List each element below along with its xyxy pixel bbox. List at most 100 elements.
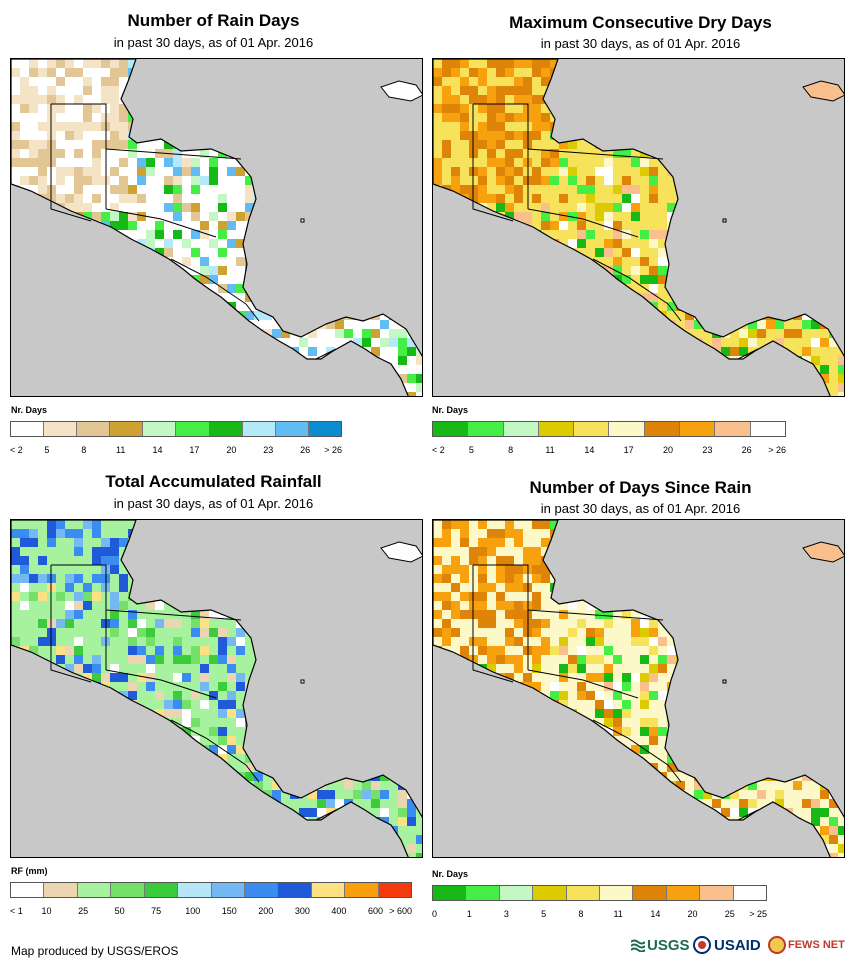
grid-cell xyxy=(209,727,218,736)
grid-cell xyxy=(640,347,649,356)
map-days-since-rain[interactable] xyxy=(432,519,845,858)
usaid-logo[interactable]: USAID xyxy=(693,931,761,959)
grid-cell xyxy=(182,799,191,808)
grid-cell xyxy=(622,167,631,176)
grid-cell xyxy=(532,392,541,396)
grid-cell xyxy=(586,601,595,610)
grid-cell xyxy=(505,257,514,266)
grid-cell xyxy=(442,95,451,104)
grid-cell xyxy=(514,113,523,122)
grid-cell xyxy=(146,835,155,844)
usgs-logo[interactable]: USGS xyxy=(631,931,690,959)
grid-cell xyxy=(65,826,74,835)
grid-cell xyxy=(604,149,613,158)
map-rain-days[interactable] xyxy=(10,58,423,397)
grid-cell xyxy=(398,601,407,610)
grid-cell xyxy=(407,347,416,356)
grid-cell xyxy=(317,601,326,610)
grid-cell xyxy=(784,203,793,212)
fews-logo[interactable]: FEWS NET xyxy=(768,931,845,959)
grid-cell xyxy=(775,113,784,122)
grid-cell xyxy=(74,194,83,203)
grid-cell xyxy=(317,158,326,167)
legend-swatch xyxy=(715,422,751,436)
coastline xyxy=(11,59,422,396)
grid-cell xyxy=(110,212,119,221)
grid-cell xyxy=(703,392,712,396)
grid-cell xyxy=(74,176,83,185)
map-dry-days[interactable] xyxy=(432,58,845,397)
grid-cell xyxy=(820,338,829,347)
legend-swatch xyxy=(209,422,243,436)
grid-cell xyxy=(676,817,685,826)
grid-cell xyxy=(146,718,155,727)
grid-cell xyxy=(685,736,694,745)
grid-cell xyxy=(308,763,317,772)
grid-cell xyxy=(784,383,793,392)
grid-cell xyxy=(460,338,469,347)
grid-cell xyxy=(272,853,281,857)
grid-cell xyxy=(110,320,119,329)
grid-cell xyxy=(353,538,362,547)
grid-cell xyxy=(20,826,29,835)
legend-tick-label: 8 xyxy=(81,445,87,455)
grid-cell xyxy=(694,529,703,538)
grid-cell xyxy=(766,356,775,365)
grid-cell xyxy=(128,745,137,754)
grid-cell xyxy=(739,194,748,203)
grid-cell xyxy=(74,122,83,131)
grid-cell xyxy=(227,835,236,844)
grid-cell xyxy=(317,149,326,158)
grid-cell xyxy=(353,302,362,311)
grid-cell xyxy=(344,383,353,392)
grid-cell xyxy=(353,221,362,230)
grid-cell xyxy=(272,122,281,131)
grid-cell xyxy=(335,374,344,383)
grid-cell xyxy=(146,176,155,185)
grid-cell xyxy=(254,104,263,113)
grid-cell xyxy=(272,736,281,745)
grid-cell xyxy=(784,574,793,583)
grid-cell xyxy=(595,583,604,592)
grid-cell xyxy=(739,835,748,844)
grid-cell xyxy=(254,293,263,302)
grid-cell xyxy=(20,248,29,257)
legend-swatch xyxy=(680,422,716,436)
grid-cell xyxy=(236,77,245,86)
map-rainfall[interactable] xyxy=(10,519,423,858)
grid-cell xyxy=(568,772,577,781)
grid-cell xyxy=(478,275,487,284)
grid-cell xyxy=(173,230,182,239)
grid-cell xyxy=(380,212,389,221)
grid-cell xyxy=(523,781,532,790)
grid-cell xyxy=(110,538,119,547)
grid-cell xyxy=(469,556,478,565)
grid-cell xyxy=(317,673,326,682)
grid-cell xyxy=(712,556,721,565)
grid-cell xyxy=(128,853,137,857)
grid-cell xyxy=(757,583,766,592)
grid-cell xyxy=(380,338,389,347)
grid-cell xyxy=(272,203,281,212)
grid-cell xyxy=(65,646,74,655)
grid-cell xyxy=(245,574,254,583)
grid-cell xyxy=(20,763,29,772)
grid-cell xyxy=(685,628,694,637)
legend-ticks: < 2 5 8 11 14 17 20 23 26 > 26 xyxy=(432,445,786,457)
grid-cell xyxy=(281,610,290,619)
grid-cell xyxy=(92,365,101,374)
grid-cell xyxy=(92,700,101,709)
grid-cell xyxy=(371,140,380,149)
grid-cell xyxy=(416,203,422,212)
legend-swatch xyxy=(11,883,45,897)
grid-cell xyxy=(182,853,191,857)
grid-cell xyxy=(694,365,703,374)
grid-cell xyxy=(793,826,802,835)
grid-cell xyxy=(568,329,577,338)
grid-cell xyxy=(622,529,631,538)
grid-cell xyxy=(676,167,685,176)
grid-cell xyxy=(20,664,29,673)
grid-cell xyxy=(398,221,407,230)
grid-cell xyxy=(496,158,505,167)
grid-cell xyxy=(694,257,703,266)
